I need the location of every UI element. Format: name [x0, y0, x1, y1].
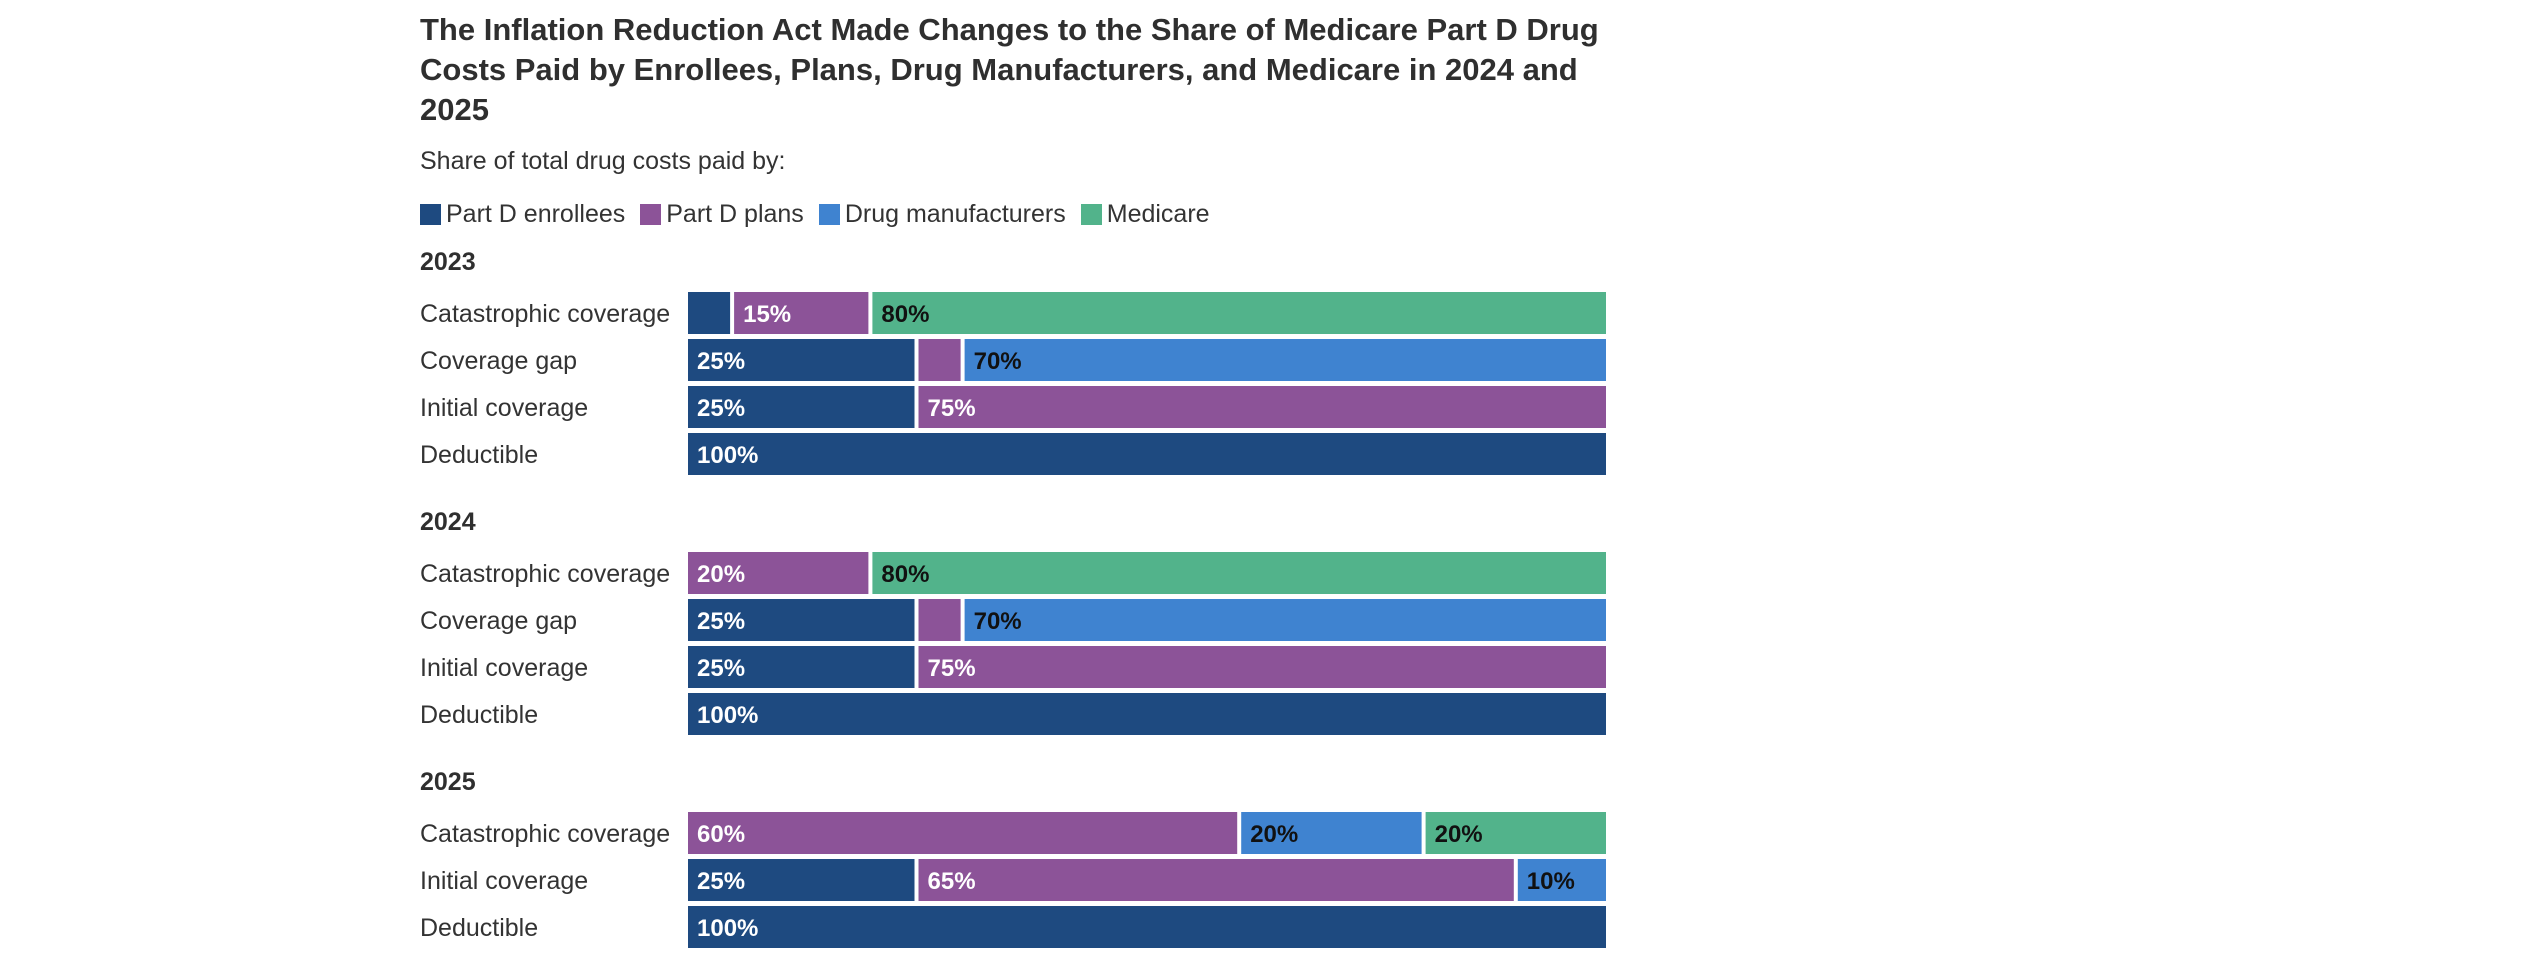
bar-coverage-gap-2024-manufacturers	[964, 599, 1606, 641]
bar-label-deductible-2023-enrollees: 100%	[697, 442, 758, 469]
row-label-catastrophic-coverage-2023: Catastrophic coverage	[420, 300, 670, 328]
year-label-2025: 2025	[420, 768, 476, 796]
legend-label-medicare: Medicare	[1106, 200, 1210, 228]
bar-initial-coverage-2025-enrollees	[688, 859, 915, 901]
bar-deductible-2023-enrollees	[688, 433, 1606, 475]
legend-label-manufacturers: Drug manufacturers	[844, 200, 1066, 228]
bar-catastrophic-coverage-2025-medicare	[1425, 812, 1606, 854]
bar-coverage-gap-2023-plans	[918, 339, 961, 381]
bar-label-initial-coverage-2023-plans: 75%	[928, 395, 976, 422]
bar-label-catastrophic-coverage-2025-manufacturers: 20%	[1250, 821, 1298, 848]
year-label-2023: 2023	[420, 248, 476, 276]
row-label-initial-coverage-2024: Initial coverage	[420, 654, 588, 682]
bar-initial-coverage-2023-enrollees	[688, 386, 915, 428]
bar-label-coverage-gap-2023-manufacturers: 70%	[974, 348, 1022, 375]
bar-label-catastrophic-coverage-2024-plans: 20%	[697, 561, 745, 588]
row-label-coverage-gap-2024: Coverage gap	[420, 607, 577, 635]
bar-deductible-2025-enrollees	[688, 906, 1606, 948]
legend-item-medicare: Medicare	[1080, 198, 1210, 230]
bar-catastrophic-coverage-2024-plans	[688, 552, 869, 594]
bar-label-coverage-gap-2024-manufacturers: 70%	[974, 608, 1022, 635]
bar-label-catastrophic-coverage-2025-plans: 60%	[697, 821, 745, 848]
bar-deductible-2024-enrollees	[688, 693, 1606, 735]
bar-label-deductible-2025-enrollees: 100%	[697, 915, 758, 942]
legend-swatch-medicare	[1080, 203, 1102, 225]
bar-initial-coverage-2025-manufacturers	[1517, 859, 1606, 901]
bar-catastrophic-coverage-2023-medicare	[872, 292, 1606, 334]
bar-label-coverage-gap-2023-enrollees: 25%	[697, 348, 745, 375]
bar-initial-coverage-2024-plans	[918, 646, 1606, 688]
bar-label-catastrophic-coverage-2024-medicare: 80%	[881, 561, 929, 588]
bar-initial-coverage-2024-enrollees	[688, 646, 915, 688]
bar-catastrophic-coverage-2025-manufacturers	[1241, 812, 1422, 854]
legend-label-enrollees: Part D enrollees	[446, 200, 626, 228]
bar-catastrophic-coverage-2023-plans	[734, 292, 869, 334]
year-label-2024: 2024	[420, 508, 476, 536]
legend-swatch-enrollees	[420, 203, 441, 225]
row-label-deductible-2023: Deductible	[420, 441, 538, 469]
chart-container: The Inflation Reduction Act Made Changes…	[420, 0, 1660, 980]
bar-label-coverage-gap-2024-enrollees: 25%	[697, 608, 745, 635]
bar-label-initial-coverage-2024-enrollees: 25%	[697, 655, 745, 682]
chart-subtitle: Share of total drug costs paid by:	[420, 147, 786, 175]
row-label-coverage-gap-2023: Coverage gap	[420, 347, 577, 375]
row-label-deductible-2024: Deductible	[420, 701, 538, 729]
bar-label-catastrophic-coverage-2023-plans: 15%	[743, 301, 791, 328]
legend: Part D enrollees Part D plans Drug manuf…	[420, 198, 1225, 230]
bar-chart-svg: 2023 Catastrophic coverage 15% 80% Coverage …	[420, 248, 1606, 948]
bar-coverage-gap-2024-enrollees	[688, 599, 915, 641]
legend-item-manufacturers: Drug manufacturers	[818, 198, 1066, 230]
bar-coverage-gap-2023-manufacturers	[964, 339, 1606, 381]
legend-item-plans: Part D plans	[640, 198, 804, 230]
bar-catastrophic-coverage-2024-medicare	[872, 552, 1606, 594]
bar-label-initial-coverage-2024-plans: 75%	[928, 655, 976, 682]
chart-title: The Inflation Reduction Act Made Changes…	[420, 12, 1599, 127]
bar-label-initial-coverage-2025-manufacturers: 10%	[1527, 868, 1575, 895]
row-label-catastrophic-coverage-2024: Catastrophic coverage	[420, 560, 670, 588]
bar-label-initial-coverage-2025-plans: 65%	[928, 868, 976, 895]
bar-label-deductible-2024-enrollees: 100%	[697, 702, 758, 729]
legend-swatch-manufacturers	[818, 203, 840, 225]
bar-catastrophic-coverage-2025-plans	[688, 812, 1238, 854]
bar-label-initial-coverage-2023-enrollees: 25%	[697, 395, 745, 422]
legend-label-plans: Part D plans	[666, 200, 804, 228]
row-label-initial-coverage-2025: Initial coverage	[420, 867, 588, 895]
bar-label-initial-coverage-2025-enrollees: 25%	[697, 868, 745, 895]
row-label-deductible-2025: Deductible	[420, 914, 538, 942]
legend-swatch-plans	[640, 203, 662, 225]
bar-coverage-gap-2023-enrollees	[688, 339, 915, 381]
bar-initial-coverage-2023-plans	[918, 386, 1606, 428]
row-label-initial-coverage-2023: Initial coverage	[420, 394, 588, 422]
bar-catastrophic-coverage-2023-enrollees	[688, 292, 731, 334]
bar-label-catastrophic-coverage-2023-medicare: 80%	[881, 301, 929, 328]
bar-coverage-gap-2024-plans	[918, 599, 961, 641]
bar-initial-coverage-2025-plans	[918, 859, 1514, 901]
row-label-catastrophic-coverage-2025: Catastrophic coverage	[420, 820, 670, 848]
bar-label-catastrophic-coverage-2025-medicare: 20%	[1435, 821, 1483, 848]
legend-item-enrollees: Part D enrollees	[420, 198, 625, 230]
